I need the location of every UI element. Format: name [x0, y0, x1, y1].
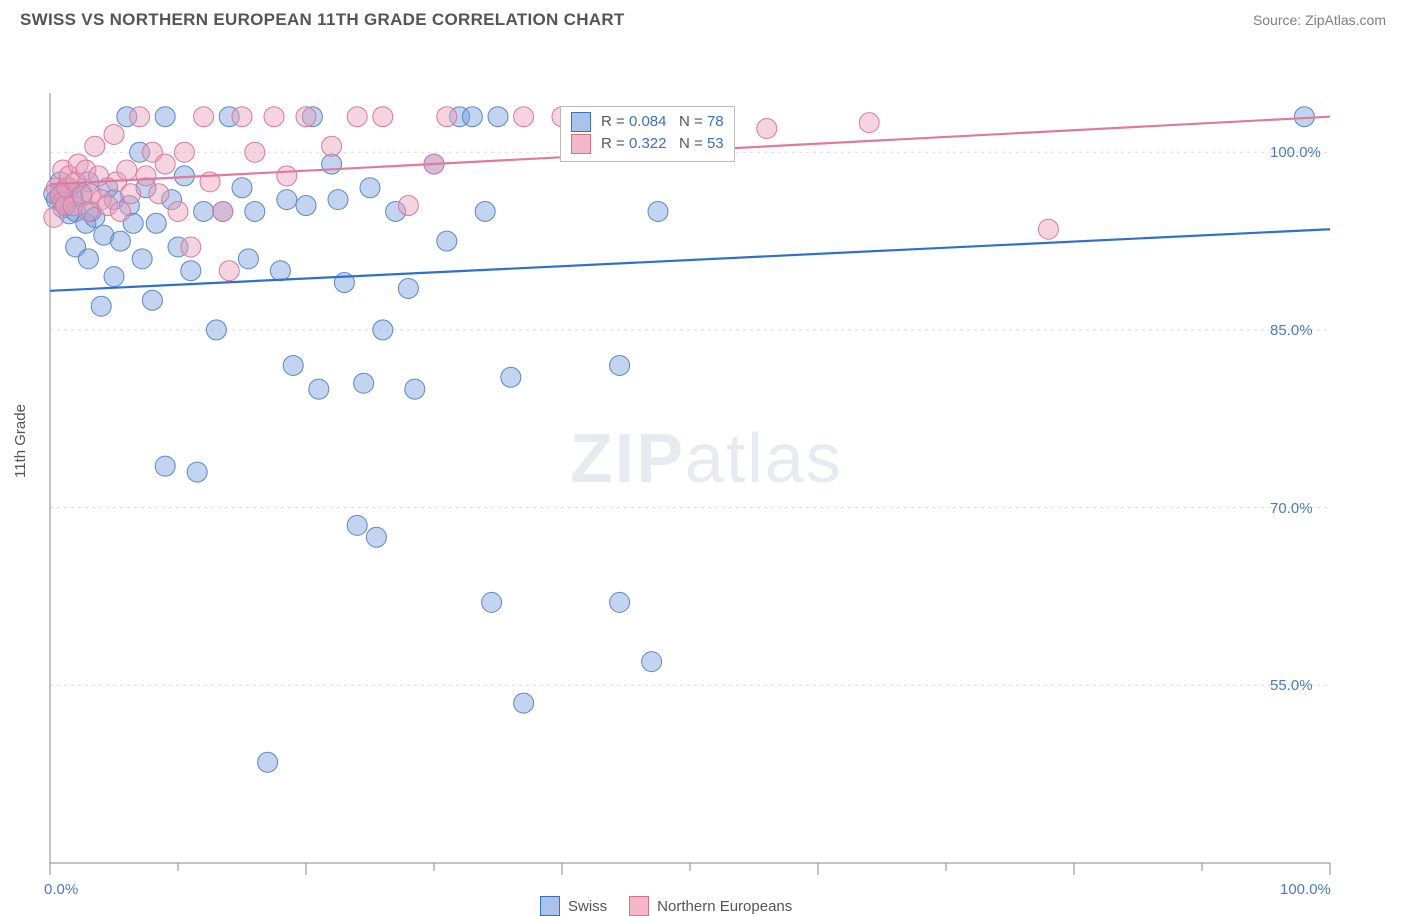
y-tick-label: 70.0% — [1270, 500, 1313, 517]
chart-header: SWISS VS NORTHERN EUROPEAN 11TH GRADE CO… — [0, 0, 1406, 38]
legend-swatch — [629, 896, 649, 916]
series-legend: Swiss Northern Europeans — [540, 896, 792, 916]
y-tick-label: 100.0% — [1270, 144, 1321, 161]
legend-label: Swiss — [568, 898, 607, 915]
x-tick-label: 100.0% — [1280, 881, 1331, 898]
legend-item: Northern Europeans — [629, 896, 792, 916]
correlation-legend: R = 0.084 N = 78R = 0.322 N = 53 — [560, 106, 735, 162]
legend-item: Swiss — [540, 896, 607, 916]
legend-row: R = 0.084 N = 78 — [571, 111, 724, 133]
y-tick-label: 85.0% — [1270, 322, 1313, 339]
x-tick-label: 0.0% — [44, 881, 78, 898]
chart-area: 11th Grade ZIPatlas R = 0.084 N = 78R = … — [0, 38, 1406, 878]
scatter-plot — [0, 38, 1406, 878]
y-axis-label: 11th Grade — [12, 404, 29, 478]
legend-swatch — [571, 112, 591, 132]
y-tick-label: 55.0% — [1270, 677, 1313, 694]
legend-row: R = 0.322 N = 53 — [571, 133, 724, 155]
legend-stats: R = 0.084 N = 78 — [601, 111, 724, 133]
chart-title: SWISS VS NORTHERN EUROPEAN 11TH GRADE CO… — [20, 10, 625, 30]
chart-source: Source: ZipAtlas.com — [1253, 12, 1386, 28]
legend-label: Northern Europeans — [657, 898, 792, 915]
legend-swatch — [571, 134, 591, 154]
legend-stats: R = 0.322 N = 53 — [601, 133, 724, 155]
legend-swatch — [540, 896, 560, 916]
